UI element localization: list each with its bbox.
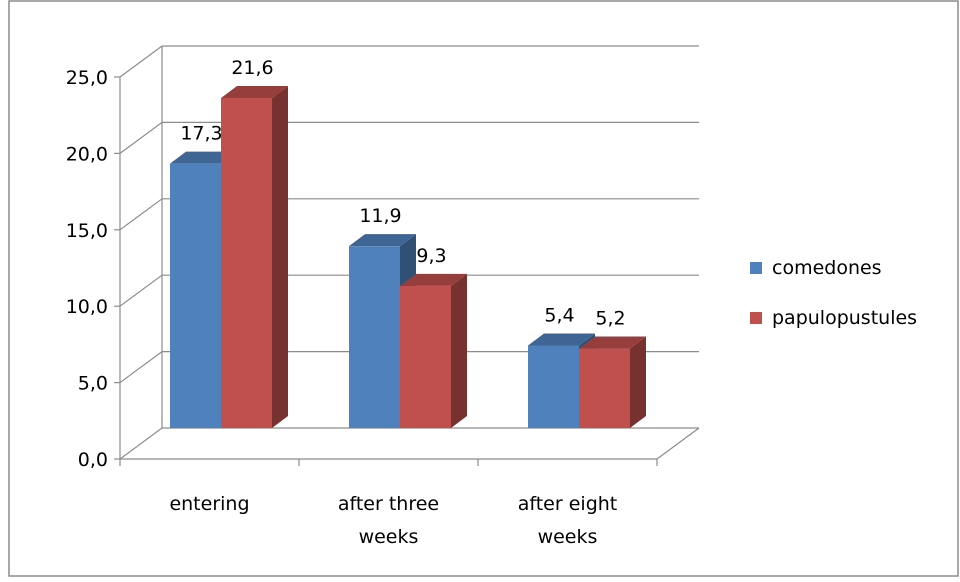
- bar-front: [400, 285, 451, 428]
- axes: [119, 46, 700, 460]
- data-label: 11,9: [359, 205, 401, 227]
- bar-top: [170, 151, 237, 164]
- gridline-diagonal: [119, 121, 163, 154]
- legend-label: papulopustules: [772, 307, 917, 329]
- data-label: 9,3: [416, 245, 446, 267]
- y-axis-ticks: 0,0 5,0 10,0 15,0 20,0 25,0: [66, 67, 120, 471]
- y-tick-label: 0,0: [78, 449, 108, 471]
- data-label: 21,6: [231, 57, 273, 79]
- bar-top: [400, 273, 467, 286]
- bar: [221, 85, 288, 429]
- x-tick-label: after three: [338, 493, 439, 515]
- x-axis-ticks: entering after three weeks after eight weeks: [119, 459, 658, 548]
- x-tick-label: weeks: [359, 526, 419, 548]
- legend-swatch: [750, 312, 762, 324]
- bar-side: [630, 336, 646, 428]
- y-tick-label: 25,0: [66, 67, 108, 89]
- x-tick-label: weeks: [538, 526, 598, 548]
- bar-top: [349, 234, 416, 247]
- y-tick-label: 20,0: [66, 143, 108, 165]
- bar-front: [349, 246, 400, 428]
- legend-label: comedones: [772, 257, 882, 279]
- bars: [170, 85, 646, 429]
- y-tick-label: 5,0: [78, 373, 108, 395]
- bar-side: [272, 85, 288, 429]
- bar-top: [528, 333, 595, 346]
- data-labels: 17,3 21,6 11,9 9,3 5,4 5,2: [180, 57, 625, 330]
- floor-right-edge: [656, 427, 700, 460]
- gridline-diagonal: [119, 427, 163, 460]
- data-label: 17,3: [180, 123, 222, 145]
- gridline-diagonal: [119, 198, 163, 231]
- bar-side: [451, 273, 467, 428]
- legend-swatch: [750, 262, 762, 274]
- bar-front: [221, 97, 272, 429]
- gridline-diagonal: [119, 45, 163, 78]
- legend: comedones papulopustules: [750, 257, 917, 329]
- data-label: 5,2: [595, 308, 625, 330]
- bar-front: [579, 348, 630, 428]
- x-tick-label: entering: [169, 493, 249, 515]
- gridline-diagonal: [119, 274, 163, 307]
- y-tick-label: 15,0: [66, 220, 108, 242]
- data-label: 5,4: [544, 304, 574, 326]
- chart-border: [8, 0, 959, 577]
- bar-front: [170, 163, 221, 428]
- bar-top: [221, 85, 288, 98]
- y-tick-label: 10,0: [66, 296, 108, 318]
- x-tick-label: after eight: [518, 493, 618, 515]
- bar: [400, 273, 467, 428]
- bar-top: [579, 336, 646, 349]
- bar: [579, 336, 646, 428]
- bar-front: [528, 345, 579, 428]
- gridline-diagonal: [119, 351, 163, 384]
